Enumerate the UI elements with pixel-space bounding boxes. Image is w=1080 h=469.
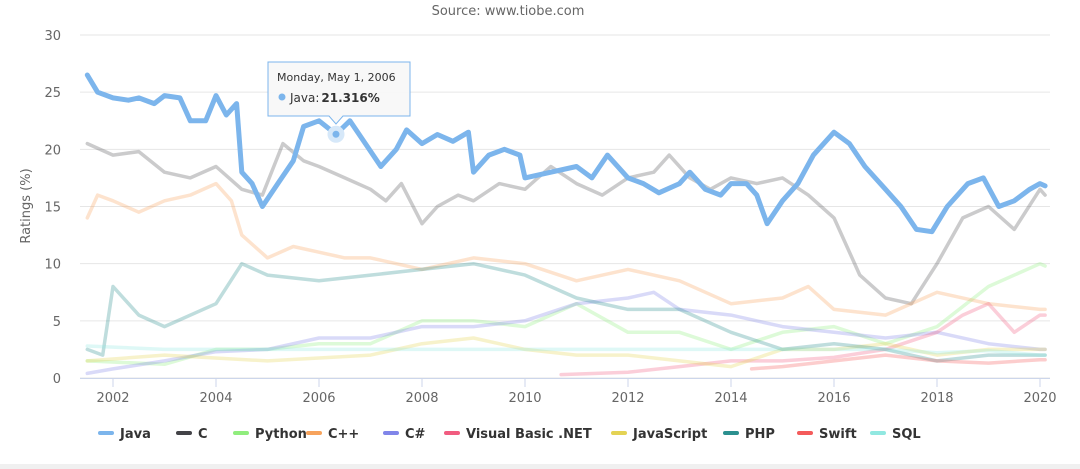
legend-label: C bbox=[198, 427, 208, 442]
x-tick-label: 2020 bbox=[1023, 391, 1056, 406]
tooltip-date: Monday, May 1, 2006 bbox=[277, 71, 396, 84]
x-tick-label: 2006 bbox=[302, 391, 335, 406]
legend-label: Python bbox=[255, 427, 307, 442]
legend-swatch bbox=[98, 431, 114, 435]
y-tick-label: 5 bbox=[53, 315, 61, 330]
legend-item[interactable]: C# bbox=[383, 427, 426, 442]
legend-swatch bbox=[444, 431, 460, 435]
legend-swatch bbox=[797, 431, 813, 435]
gridlines bbox=[80, 34, 1050, 379]
legend-label: Java bbox=[119, 427, 151, 442]
legend-label: JavaScript bbox=[632, 427, 707, 442]
bottom-border bbox=[0, 464, 1080, 469]
x-tick-label: 2004 bbox=[199, 391, 232, 406]
x-tick-label: 2016 bbox=[817, 391, 850, 406]
y-axis-label: Ratings (%) bbox=[19, 168, 34, 243]
x-axis-ticks: 2002 2004 2006 2008 2010 2012 2014 2016 2018 2020 bbox=[80, 378, 1057, 406]
series-line-c++[interactable] bbox=[85, 181, 1047, 317]
legend-swatch bbox=[870, 431, 886, 435]
x-tick-label: 2008 bbox=[405, 391, 438, 406]
series-line-sql[interactable] bbox=[85, 344, 1047, 357]
legend-swatch bbox=[176, 431, 192, 435]
y-tick-label: 0 bbox=[53, 372, 61, 387]
series-line-swift[interactable] bbox=[749, 353, 1047, 371]
legend-item[interactable]: PHP bbox=[723, 427, 775, 442]
tooltip-value: 21.316% bbox=[321, 91, 379, 105]
hover-marker[interactable] bbox=[327, 125, 345, 143]
legend-label: C++ bbox=[328, 427, 359, 442]
y-tick-label: 15 bbox=[44, 201, 61, 216]
series-line-c#[interactable] bbox=[85, 290, 1047, 376]
series-line-visual-basic-net[interactable] bbox=[559, 301, 1047, 377]
series-line-java[interactable] bbox=[84, 72, 1048, 235]
x-tick-label: 2018 bbox=[920, 391, 953, 406]
legend-label: Visual Basic .NET bbox=[466, 427, 592, 442]
legend-swatch bbox=[306, 431, 322, 435]
tooltip-box bbox=[267, 61, 411, 125]
legend-label: C# bbox=[405, 427, 426, 442]
legend-swatch bbox=[233, 431, 249, 435]
y-axis-ticks: 0 5 10 15 20 25 30 bbox=[44, 29, 61, 387]
legend-item[interactable]: Swift bbox=[797, 427, 857, 442]
legend-item[interactable]: C bbox=[176, 427, 208, 442]
x-tick-label: 2012 bbox=[611, 391, 644, 406]
legend-item[interactable]: SQL bbox=[870, 427, 921, 442]
legend-label: SQL bbox=[892, 427, 921, 442]
legend-item[interactable]: JavaScript bbox=[611, 427, 707, 442]
legend-swatch bbox=[383, 431, 399, 435]
legend-item[interactable]: Visual Basic .NET bbox=[444, 427, 592, 442]
y-tick-label: 30 bbox=[44, 29, 61, 44]
x-tick-label: 2002 bbox=[96, 391, 129, 406]
y-tick-label: 20 bbox=[44, 143, 61, 158]
y-tick-label: 25 bbox=[44, 86, 61, 101]
tooltip: Monday, May 1, 2006 Java: 21.316% bbox=[267, 61, 411, 143]
legend-swatch bbox=[611, 431, 627, 435]
legend-item[interactable]: C++ bbox=[306, 427, 359, 442]
legend-swatch bbox=[723, 431, 739, 435]
legend-item[interactable]: Python bbox=[233, 427, 307, 442]
series-group bbox=[84, 72, 1048, 377]
chart-subtitle: Source: www.tiobe.com bbox=[432, 4, 585, 19]
series-line-python[interactable] bbox=[85, 261, 1047, 367]
y-tick-label: 10 bbox=[44, 258, 61, 273]
legend-item[interactable]: Java bbox=[98, 427, 151, 442]
x-tick-label: 2014 bbox=[714, 391, 747, 406]
series-line-c[interactable] bbox=[85, 141, 1047, 306]
legend: Java C Python C++ C# Visual Basic .NET JavaScr… bbox=[98, 427, 921, 442]
series-line-php[interactable] bbox=[85, 261, 1047, 363]
series-line-javascript[interactable] bbox=[85, 336, 1047, 369]
legend-label: Swift bbox=[819, 427, 857, 442]
x-tick-label: 2010 bbox=[508, 391, 541, 406]
tooltip-series-dot bbox=[278, 93, 286, 101]
legend-label: PHP bbox=[745, 427, 775, 442]
tooltip-series-label: Java: bbox=[289, 91, 319, 105]
